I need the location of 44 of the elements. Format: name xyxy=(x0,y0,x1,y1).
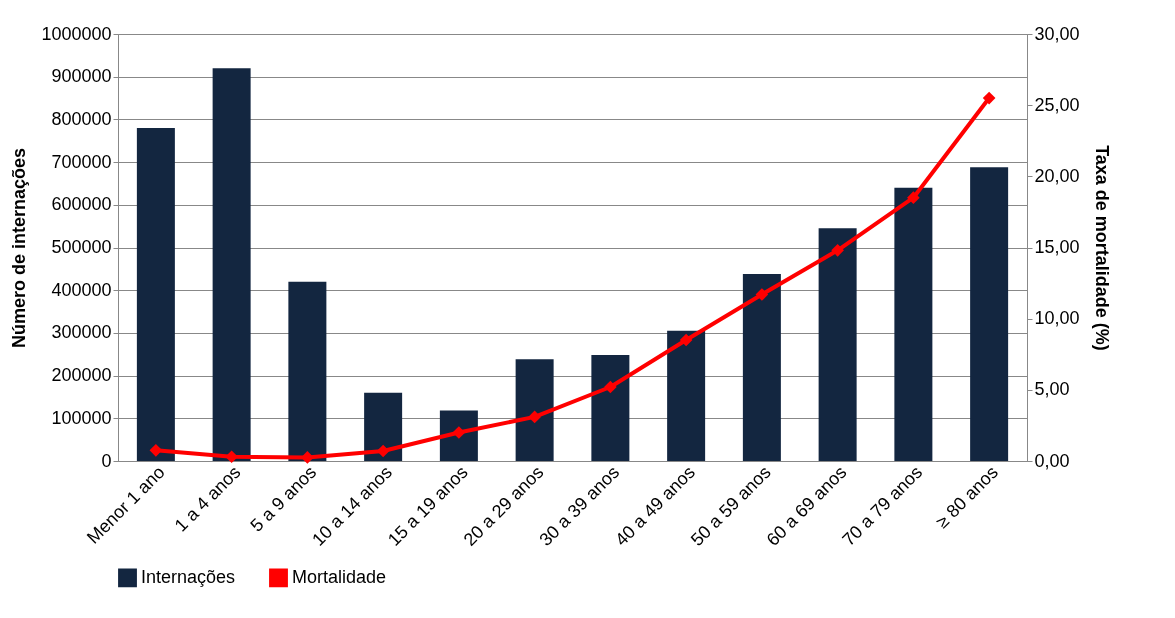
y-tick-label: 100000 xyxy=(51,407,112,428)
y2-tick-label: 10,00 xyxy=(1034,308,1080,329)
y2-tick-label: 25,00 xyxy=(1034,94,1080,115)
y2-tick-label: 15,00 xyxy=(1034,237,1080,257)
point xyxy=(149,444,163,457)
bar xyxy=(515,359,554,461)
point xyxy=(982,91,996,105)
point xyxy=(528,410,541,424)
y2-axis-title: Taxa de mortalidade (%) xyxy=(1091,145,1112,351)
point xyxy=(376,444,390,458)
y-tick-label: 400000 xyxy=(51,279,112,300)
y-tick-label: 500000 xyxy=(51,237,112,257)
bar xyxy=(136,127,175,461)
y-tick-label: 600000 xyxy=(51,194,112,215)
y-tick-label: 1000000 xyxy=(41,23,112,44)
y2-tick-label: 30,00 xyxy=(1034,23,1080,44)
bar xyxy=(364,392,403,461)
y-tick-label: 800000 xyxy=(51,108,112,129)
bar xyxy=(894,187,933,461)
bar xyxy=(212,68,251,461)
y-axis-title: Número de internações xyxy=(9,147,30,349)
bar xyxy=(742,273,781,461)
bar xyxy=(970,167,1009,461)
y2-tick-label: 20,00 xyxy=(1034,165,1080,186)
y-tick-label: 700000 xyxy=(51,151,112,172)
point xyxy=(907,191,920,205)
bar xyxy=(818,228,857,461)
y-tick-label: 300000 xyxy=(51,322,112,343)
y2-tick-label: 5,00 xyxy=(1034,379,1070,400)
bar xyxy=(667,330,706,461)
legend-label: Internações xyxy=(141,566,236,587)
point xyxy=(225,450,238,464)
y-tick-label: 0 xyxy=(101,450,112,471)
y2-tick-label: 0,00 xyxy=(1034,450,1070,471)
bar xyxy=(439,410,478,461)
y-tick-label: 900000 xyxy=(51,66,112,87)
y-tick-label: 200000 xyxy=(51,365,112,386)
bar xyxy=(591,355,630,461)
legend-label: Mortalidade xyxy=(292,566,387,587)
point xyxy=(755,288,769,301)
bar xyxy=(288,281,327,461)
point xyxy=(831,244,844,257)
point xyxy=(679,333,693,347)
point xyxy=(604,380,617,394)
